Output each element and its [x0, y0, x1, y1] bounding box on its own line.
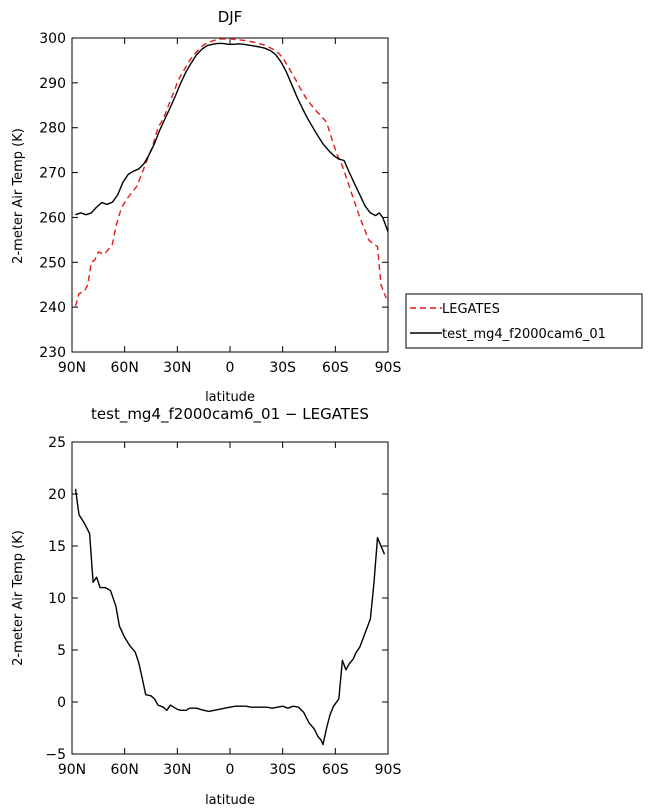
bottom-plot-x-tick-label: 30S: [269, 762, 296, 778]
top-plot-series-line-test-mg4-f2000cam6-01: [75, 42, 389, 233]
top-plot-legend: LEGATES test_mg4_f2000cam6_01: [405, 293, 643, 349]
top-plot-y-axis-title: 2-meter Air Temp (K): [11, 128, 26, 264]
bottom-plot-y-tick-label: 5: [57, 643, 66, 659]
top-plot-y-tick-label: 290: [39, 76, 66, 92]
bottom-plot-series: [74, 488, 386, 746]
top-plot-x-tick-label: 60S: [322, 360, 349, 376]
top-plot-x-tick-label: 90N: [58, 360, 86, 376]
top-plot-y-tick-label: 240: [39, 300, 66, 316]
bottom-plot-y-tick-label: −5: [45, 747, 66, 763]
bottom-plot-y-tick-label: 15: [48, 539, 66, 555]
bottom-plot-x-tick-label: 60S: [322, 762, 349, 778]
top-plot-x-tick-label: 60N: [111, 360, 139, 376]
top-plot-x-tick-label: 90S: [375, 360, 402, 376]
bottom-plot-x-tick-label: 30N: [163, 762, 191, 778]
top-plot-y-tick-label: 280: [39, 121, 66, 137]
top-plot-y-tick-label: 250: [39, 255, 66, 271]
bottom-plot-x-tick-label: 90N: [58, 762, 86, 778]
top-plot-title: DJF: [218, 8, 243, 26]
bottom-plot-x-tick-label: 0: [226, 762, 235, 778]
bottom-plot-x-tick-label: 90S: [375, 762, 402, 778]
bottom-plot-panel: test_mg4_f2000cam6_01 − LEGATES latitude…: [11, 405, 401, 808]
bottom-plot-y-tick-label: 25: [48, 435, 66, 451]
bottom-plot-y-tick-label: 0: [57, 695, 66, 711]
bottom-plot-y-tick-label: 20: [48, 487, 66, 503]
top-plot-x-axis-title: latitude: [205, 390, 255, 405]
legend-label-test-run: test_mg4_f2000cam6_01: [442, 327, 606, 342]
legend-box: [405, 293, 643, 349]
top-plot-x-tick-label: 0: [226, 360, 235, 376]
top-plot-frame: [71, 37, 389, 353]
top-plot-x-tick-label: 30N: [163, 360, 191, 376]
top-plot-y-tick-label: 260: [39, 210, 66, 226]
top-plot-ticks: 90N 60N 30N 0 30S 60S 90S 230 240 250 260 270 280 290…: [39, 31, 401, 376]
bottom-plot-y-axis-title: 2-meter Air Temp (K): [11, 530, 26, 666]
top-plot-y-tick-label: 270: [39, 166, 66, 182]
bottom-plot-series-line-0: [74, 488, 386, 746]
top-plot-series: [74, 38, 389, 307]
top-plot-series-line-legates: [74, 38, 387, 307]
top-plot-y-tick-label: 230: [39, 345, 66, 361]
bottom-plot-ticks: 90N 60N 30N 0 30S 60S 90S −5 0 5 10 15 20 25: [45, 435, 401, 778]
bottom-plot-x-tick-label: 60N: [111, 762, 139, 778]
legend-label-legates: LEGATES: [442, 302, 500, 317]
top-plot-y-tick-label: 300: [39, 31, 66, 47]
top-plot-x-tick-label: 30S: [269, 360, 296, 376]
top-plot-panel: DJF latitude 2-meter Air Temp (K) 90N 60N…: [11, 8, 401, 405]
bottom-plot-x-axis-title: latitude: [205, 793, 255, 808]
bottom-plot-title: test_mg4_f2000cam6_01 − LEGATES: [91, 405, 369, 424]
bottom-plot-y-tick-label: 10: [48, 591, 66, 607]
